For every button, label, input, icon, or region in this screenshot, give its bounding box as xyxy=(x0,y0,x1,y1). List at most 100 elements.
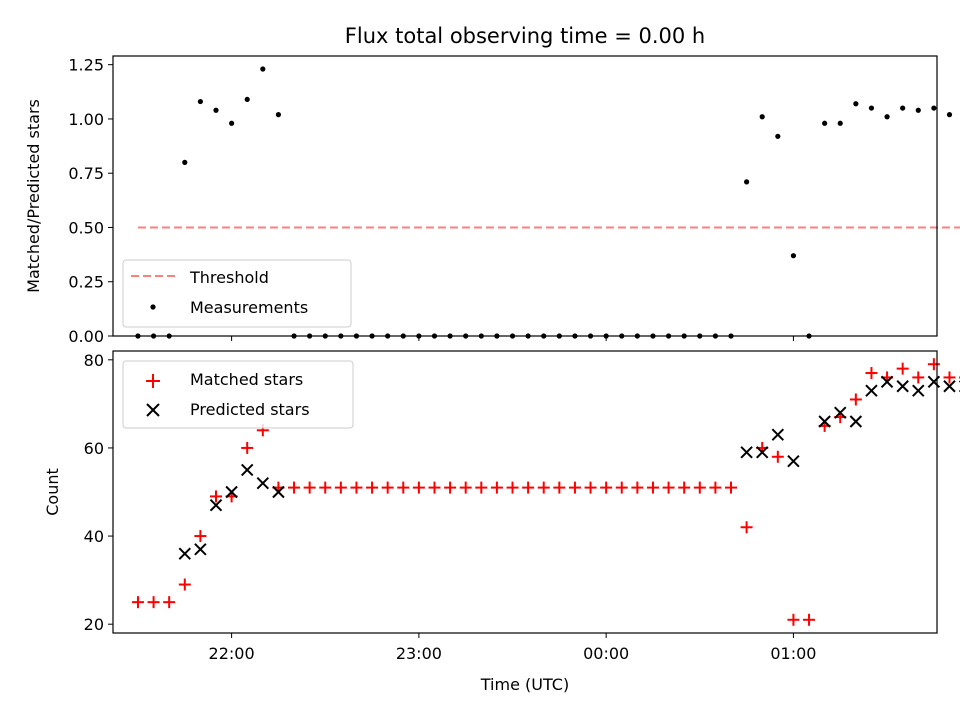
measurement-point xyxy=(229,120,235,126)
predicted-star-point xyxy=(943,380,956,393)
ratio-y-axis-label: Matched/Predicted stars xyxy=(24,99,43,293)
legend-predicted-label: Predicted stars xyxy=(190,400,310,419)
ratio-legend: Threshold Measurements xyxy=(122,259,352,328)
ratio-y-tick-label: 0.25 xyxy=(68,273,104,292)
matched-star-point xyxy=(350,481,363,494)
predicted-star-point xyxy=(209,499,223,512)
ratio-legend-box xyxy=(122,259,352,328)
matched-star-point xyxy=(241,441,254,454)
matched-star-point xyxy=(849,393,862,406)
predicted-star-points xyxy=(178,375,960,560)
measurement-point xyxy=(182,159,188,165)
matched-star-point xyxy=(288,481,301,494)
matched-star-point xyxy=(803,613,816,626)
matched-star-point xyxy=(615,481,628,494)
predicted-star-point xyxy=(756,446,769,459)
matched-star-point xyxy=(147,596,160,609)
count-y-tick-label: 20 xyxy=(84,615,104,634)
matched-star-point xyxy=(943,371,956,384)
ratio-y-ticks: 0.00 0.25 0.50 0.75 1.00 1.25 xyxy=(68,56,113,346)
matched-star-point xyxy=(631,481,644,494)
matched-star-point xyxy=(600,481,613,494)
legend-matched-swatch xyxy=(146,374,160,388)
predicted-star-point xyxy=(927,375,941,389)
predicted-star-point xyxy=(880,375,894,389)
matched-star-point xyxy=(412,481,425,494)
matched-star-point xyxy=(131,596,144,609)
matched-star-point xyxy=(927,358,940,371)
predicted-star-point xyxy=(771,428,785,441)
count-legend: Matched stars Predicted stars xyxy=(122,360,354,429)
count-x-tick-label: 00:00 xyxy=(583,644,629,663)
matched-star-point xyxy=(725,481,737,494)
ratio-y-tick-label: 0.00 xyxy=(68,327,104,346)
measurement-point xyxy=(744,179,750,185)
measurement-point xyxy=(931,105,937,111)
matched-star-point xyxy=(662,481,675,494)
matched-star-point xyxy=(912,371,925,384)
matched-star-point xyxy=(865,367,878,380)
matched-star-point xyxy=(319,481,332,494)
matched-star-point xyxy=(303,481,316,494)
matched-star-point xyxy=(584,481,597,494)
predicted-star-point xyxy=(178,547,191,560)
matched-star-point xyxy=(366,481,379,494)
matched-star-point xyxy=(397,481,410,494)
matched-star-point xyxy=(553,481,566,494)
count-x-tick-label: 22:00 xyxy=(209,644,255,663)
matched-star-point xyxy=(163,596,176,609)
count-axes-frame xyxy=(112,350,938,634)
measurement-point xyxy=(915,107,921,113)
matched-star-point xyxy=(475,481,488,494)
predicted-star-point xyxy=(865,384,878,397)
matched-star-point xyxy=(678,481,691,494)
measurement-point xyxy=(244,96,250,103)
predicted-star-point xyxy=(272,485,285,499)
predicted-star-point xyxy=(912,384,925,397)
matched-star-point xyxy=(459,481,472,494)
ratio-axes-frame xyxy=(112,55,938,337)
matched-star-point xyxy=(740,521,753,534)
matched-star-point xyxy=(490,481,503,494)
measurement-point xyxy=(868,105,875,111)
measurement-point xyxy=(837,120,843,126)
count-y-tick-label: 60 xyxy=(84,439,104,458)
matched-star-point xyxy=(210,490,222,503)
matched-star-point xyxy=(428,481,441,494)
matched-star-point xyxy=(178,578,191,591)
predicted-star-point xyxy=(740,446,753,459)
predicted-star-point xyxy=(834,406,847,419)
matched-star-point xyxy=(771,450,784,463)
matched-star-point xyxy=(787,613,800,626)
matched-star-point xyxy=(334,481,347,494)
measurement-point xyxy=(853,101,859,107)
matched-star-point xyxy=(194,530,207,543)
measurement-point xyxy=(213,107,219,113)
count-y-axis-label: Count xyxy=(43,468,62,516)
count-y-tick-label: 40 xyxy=(84,527,104,546)
measurement-point xyxy=(775,133,781,139)
measurement-point xyxy=(275,112,282,118)
predicted-star-point xyxy=(241,463,254,477)
x-axis-label: Time (UTC) xyxy=(480,675,569,694)
matched-star-point xyxy=(444,481,457,494)
matched-star-point xyxy=(709,481,722,494)
count-x-ticks: 22:00 23:00 00:00 01:00 xyxy=(209,633,816,663)
count-x-tick-label: 23:00 xyxy=(396,644,442,663)
matched-star-point xyxy=(537,481,550,494)
measurement-point xyxy=(822,120,828,126)
count-y-ticks: 20 40 60 80 xyxy=(84,351,113,634)
matched-star-point xyxy=(381,481,394,494)
legend-matched-label: Matched stars xyxy=(190,370,303,389)
count-y-tick-label: 80 xyxy=(84,351,104,370)
matched-star-point xyxy=(693,481,706,494)
legend-predicted-swatch xyxy=(146,403,160,417)
ratio-y-tick-label: 0.50 xyxy=(68,218,104,237)
measurement-point xyxy=(759,114,765,120)
matched-star-point xyxy=(646,481,659,494)
count-x-tick-label: 01:00 xyxy=(770,644,816,663)
measurement-point xyxy=(790,253,797,259)
matched-star-point xyxy=(506,481,519,494)
count-panel: 20 40 60 80 22:00 23:00 00:00 01:00 Count Time… xyxy=(43,350,960,694)
predicted-star-point xyxy=(256,476,270,490)
